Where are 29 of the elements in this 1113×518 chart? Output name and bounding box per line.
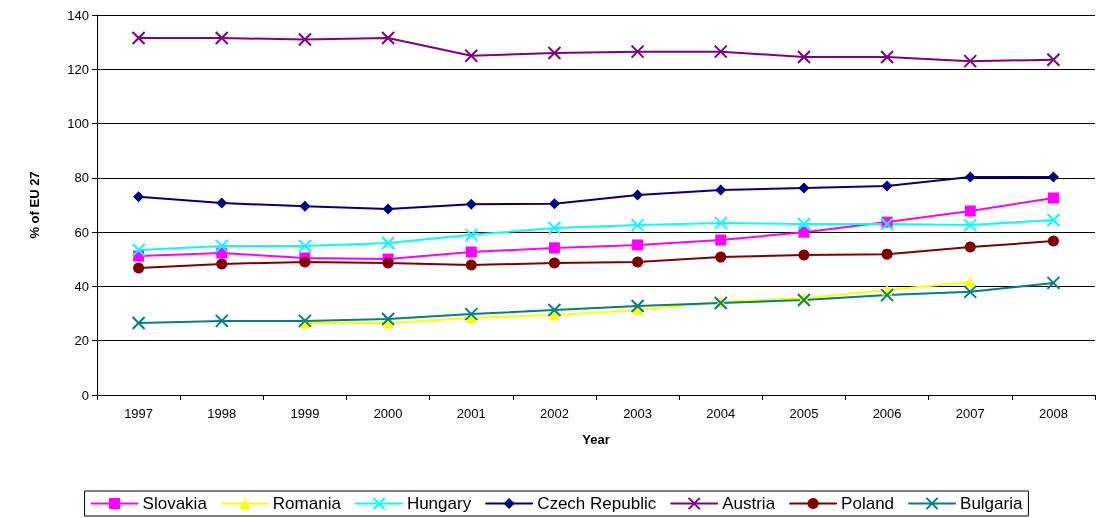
- y-tick-label: 100: [67, 116, 89, 132]
- y-tick-label: 0: [81, 387, 89, 403]
- legend-label: Romania: [272, 494, 342, 513]
- x-tick-label: 2006: [872, 406, 902, 421]
- y-tick-label: 60: [74, 224, 89, 240]
- legend-label: Hungary: [406, 494, 472, 513]
- legend-label: Bulgaria: [960, 494, 1023, 513]
- y-tick-label: 80: [74, 170, 89, 186]
- legend-label: Slovakia: [142, 494, 208, 513]
- y-tick-label: 140: [67, 7, 89, 23]
- x-tick-label: 2001: [456, 406, 486, 421]
- x-tick-label: 2004: [706, 406, 736, 421]
- legend-label: Poland: [841, 494, 895, 513]
- x-tick-label: 2003: [623, 406, 653, 421]
- x-tick-label: 1999: [290, 406, 320, 421]
- y-tick-label: 20: [74, 333, 89, 349]
- x-tick-label: 2007: [955, 406, 985, 421]
- y-tick-label: 120: [67, 61, 89, 77]
- x-tick-label: 2000: [373, 406, 403, 421]
- x-tick-label: 2005: [789, 406, 819, 421]
- legend-label: Austria: [722, 494, 776, 513]
- x-tick-label: 2008: [1038, 406, 1068, 421]
- y-tick-label: 40: [74, 278, 89, 294]
- x-axis-title: Year: [582, 432, 610, 447]
- x-tick-label: 2002: [539, 406, 569, 421]
- x-tick-label: 1997: [124, 406, 154, 421]
- x-tick-label: 1998: [207, 406, 237, 421]
- y-axis-title: % of EU 27: [27, 171, 42, 239]
- legend-label: Czech Republic: [537, 494, 657, 513]
